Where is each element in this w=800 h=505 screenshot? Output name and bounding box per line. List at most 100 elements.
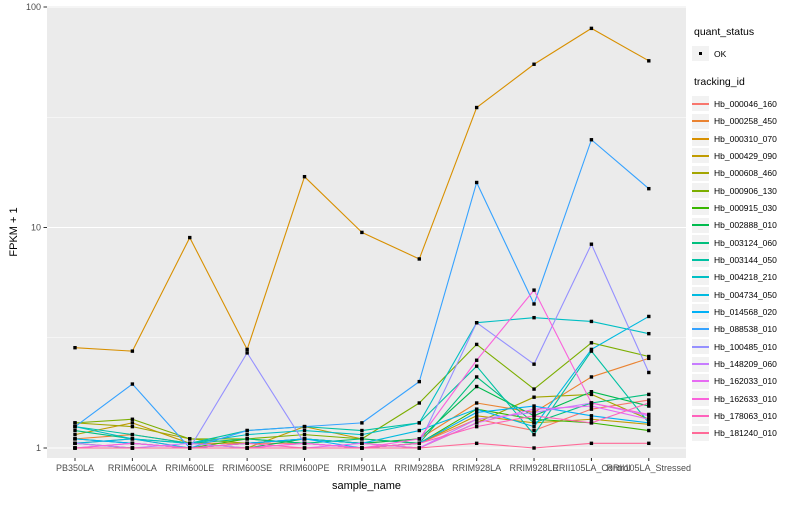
data-point — [360, 446, 364, 450]
legend-item-label: Hb_178063_010 — [714, 411, 777, 422]
x-tick-label: RRIM600LA — [108, 463, 157, 473]
x-tick-label: RRII105LA_Control — [552, 463, 630, 473]
data-point — [360, 421, 364, 425]
legend-item-Hb_088538_010: Hb_088538_010 — [692, 321, 798, 338]
legend-tracking-id-items: Hb_000046_160 Hb_000258_450 Hb_000310_070 H… — [692, 95, 798, 442]
data-point — [245, 446, 249, 450]
data-point — [647, 392, 651, 397]
legend-item-label: Hb_000429_090 — [714, 150, 777, 161]
data-point — [73, 441, 77, 446]
data-point — [73, 421, 77, 425]
data-point — [532, 428, 536, 433]
data-point — [474, 414, 479, 418]
legend-item-Hb_004218_210: Hb_004218_210 — [692, 269, 798, 286]
data-point — [532, 414, 536, 418]
line-key-icon — [692, 113, 709, 129]
data-point — [417, 421, 421, 425]
data-point — [532, 410, 536, 415]
data-point — [474, 407, 479, 411]
data-point — [589, 401, 594, 405]
plot-panel — [47, 6, 686, 458]
legend-item-label: Hb_162633_010 — [714, 393, 777, 404]
line-key-icon — [692, 252, 709, 268]
data-point — [474, 180, 479, 185]
line-key-icon — [692, 391, 709, 407]
data-point — [245, 428, 249, 433]
data-point — [589, 414, 594, 418]
legend-item-Hb_000258_450: Hb_000258_450 — [692, 113, 798, 130]
data-point — [532, 432, 536, 437]
line-key-icon — [692, 269, 709, 285]
line-key-icon — [692, 321, 709, 337]
data-point — [417, 446, 421, 450]
legend-item-label: Hb_100485_010 — [714, 341, 777, 352]
data-point — [474, 421, 479, 425]
data-point — [589, 347, 594, 352]
legend-item-label: Hb_000608_460 — [714, 168, 777, 179]
y-tick-label: 100 — [26, 2, 41, 12]
legend-item-Hb_000310_070: Hb_000310_070 — [692, 130, 798, 147]
data-point — [647, 59, 651, 63]
line-key-icon — [692, 200, 709, 216]
data-point — [130, 424, 135, 429]
data-point — [647, 417, 651, 421]
data-point — [417, 379, 421, 384]
line-key-icon — [692, 183, 709, 199]
y-tick-label: 10 — [31, 223, 41, 233]
legend-item-OK: OK — [692, 45, 798, 62]
data-point — [647, 331, 651, 336]
data-point — [417, 401, 421, 405]
data-point — [474, 441, 479, 446]
data-point — [73, 437, 77, 441]
x-tick-label: RRIM928BA — [394, 463, 444, 473]
data-point — [474, 424, 479, 429]
legend-item-label: Hb_088538_010 — [714, 324, 777, 335]
data-point — [532, 446, 536, 450]
legend-item-label: Hb_014568_020 — [714, 306, 777, 317]
line-key-icon — [692, 373, 709, 389]
data-point — [474, 401, 479, 405]
line-key-icon — [692, 148, 709, 164]
x-tick-label: RRIM600PE — [280, 463, 330, 473]
data-point — [130, 437, 135, 441]
legend-item-label: OK — [714, 48, 727, 59]
data-point — [589, 407, 594, 411]
legend-item-Hb_003124_060: Hb_003124_060 — [692, 234, 798, 251]
data-point — [647, 428, 651, 433]
data-point — [130, 432, 135, 437]
line-key-icon — [692, 131, 709, 147]
data-point — [589, 341, 594, 345]
data-point — [302, 428, 307, 433]
line-key-icon — [692, 425, 709, 441]
data-point — [647, 441, 651, 446]
data-point — [647, 356, 651, 361]
legend-item-Hb_000915_030: Hb_000915_030 — [692, 199, 798, 216]
data-point — [647, 186, 651, 191]
y-tick-label: 1 — [36, 443, 41, 453]
line-key-icon — [692, 217, 709, 233]
data-point — [474, 358, 479, 362]
data-point — [532, 424, 536, 429]
line-key-icon — [692, 304, 709, 320]
legend-item-label: Hb_003144_050 — [714, 254, 777, 265]
y-axis-title: FPKM + 1 — [8, 207, 20, 257]
data-point — [73, 432, 77, 437]
legend-item-label: Hb_003124_060 — [714, 237, 777, 248]
legend-item-Hb_003144_050: Hb_003144_050 — [692, 251, 798, 268]
data-point — [532, 288, 536, 292]
legend-item-label: Hb_148209_060 — [714, 359, 777, 369]
legend-item-label: Hb_181240_010 — [714, 428, 777, 439]
data-point — [360, 230, 364, 235]
legend-item-label: Hb_000310_070 — [714, 133, 777, 144]
point-key-icon — [692, 46, 709, 61]
legend-tracking-id-title: tracking_id — [694, 76, 745, 89]
data-point — [647, 370, 651, 375]
x-tick-label: RRII105LA_Stressed — [607, 463, 692, 473]
data-point — [589, 138, 594, 142]
data-point — [647, 421, 651, 425]
line-key-icon — [692, 339, 709, 355]
data-point — [302, 437, 307, 441]
data-point — [302, 441, 307, 446]
